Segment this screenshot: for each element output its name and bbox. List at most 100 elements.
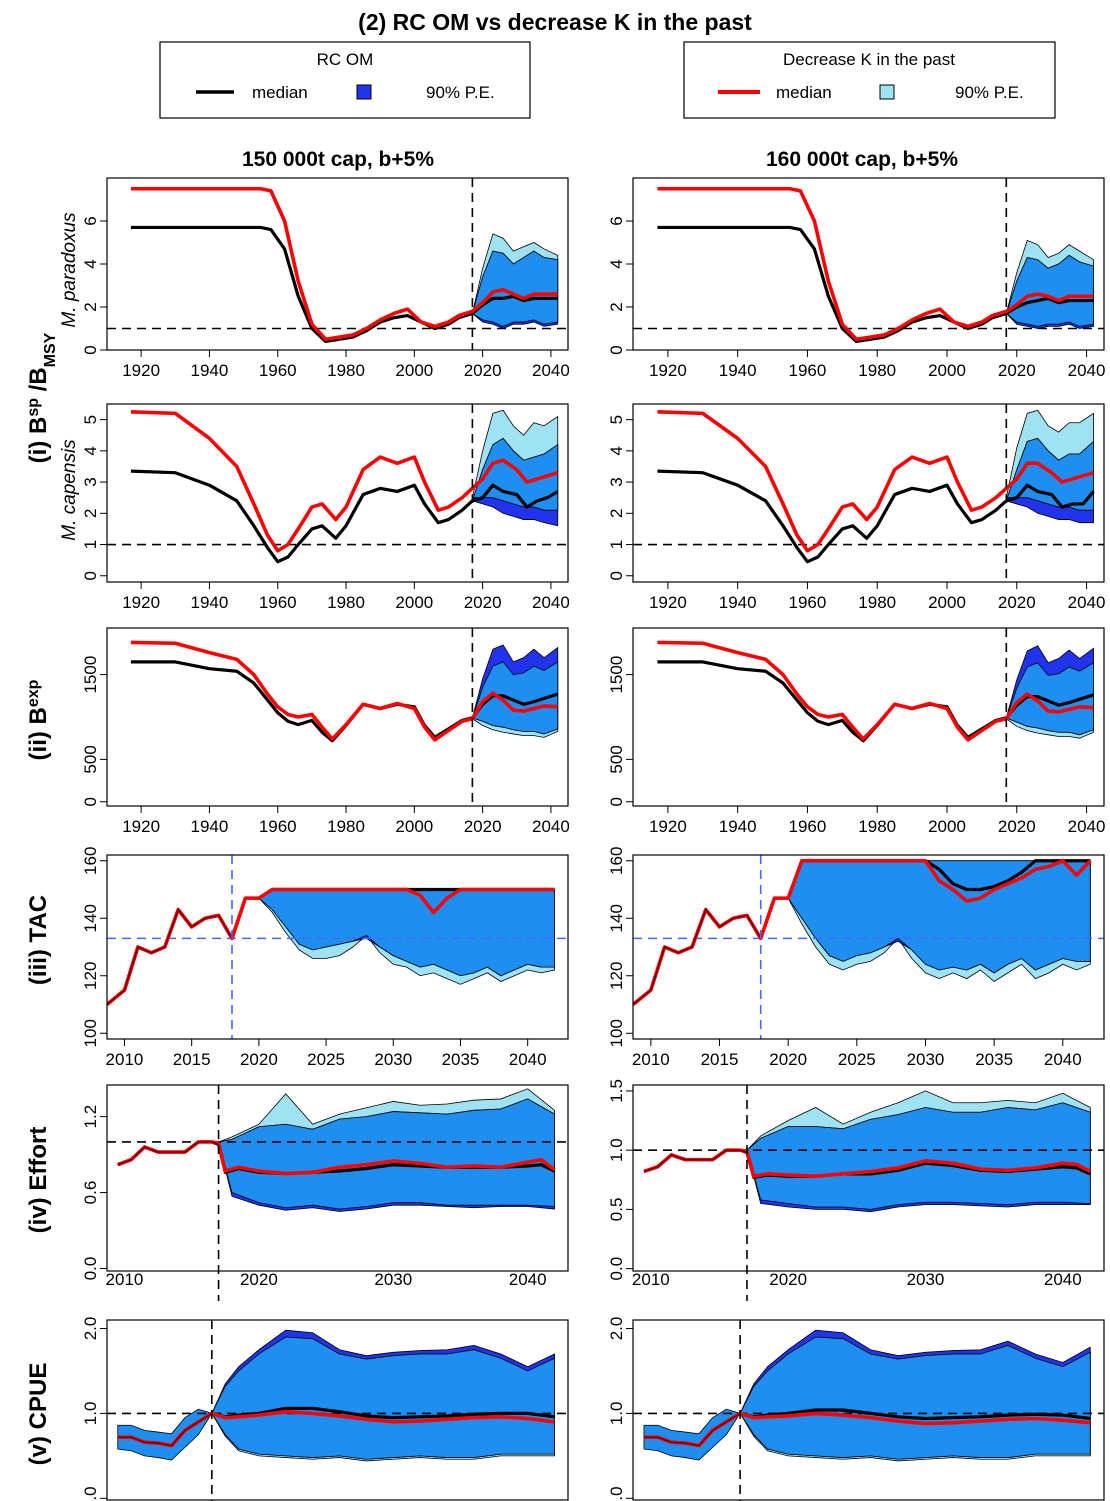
x-tick-label: 2040 [509, 1270, 547, 1289]
y-tick-label: 100 [607, 1019, 626, 1047]
median-line-rc-om [657, 225, 1094, 343]
median-line-decrease-k [130, 186, 558, 342]
y-tick-label: 0.0 [81, 1257, 100, 1281]
median-line-history [643, 1149, 748, 1173]
panel-frame [106, 403, 569, 583]
median-line-decrease-k [657, 186, 1094, 342]
plot-area [130, 640, 559, 743]
x-tick-label: 1960 [259, 361, 297, 380]
x-tick-label: 1980 [327, 361, 365, 380]
plot-area [633, 858, 1104, 1006]
row-label-bexp-sup: exp [25, 679, 42, 707]
row-label-effort: (iv) Effort [25, 1127, 52, 1234]
x-tick-label: 1940 [719, 361, 757, 380]
panel-cpue-160: 2010 2020 2030 2040 0.0 1.0 2.0 [607, 1317, 1105, 1501]
legend-dk-band-label: 90% P.E. [955, 83, 1024, 102]
panel-frame [632, 403, 1105, 583]
median-line-history [643, 1412, 741, 1447]
x-tick-label: 2040 [1068, 361, 1106, 380]
y-tick-label: 5 [607, 415, 626, 424]
plot-area [633, 1329, 1104, 1462]
band-overlap [471, 437, 559, 511]
y-tick-label: 4 [607, 259, 626, 268]
y-tick-label: 4 [607, 446, 626, 455]
legend-dk-title: Decrease K in the past [783, 50, 955, 69]
x-tick-label: 2010 [632, 1050, 670, 1069]
panel-frame [106, 627, 569, 807]
x-tick-label: 2040 [509, 1050, 547, 1069]
row-label-bsp-mid: /B [25, 367, 52, 398]
x-tick-label: 1960 [789, 817, 827, 836]
panel-bsp-paradoxus-150: 1920 1940 1960 1980 2000 2020 2040 0 2 4 6 [81, 177, 570, 380]
x-tick-label: 2020 [769, 1270, 807, 1289]
panel-tac-150: 2010 2015 2020 2025 2030 2035 2040 100 120 140 160 [81, 847, 569, 1069]
x-tick-label: 1940 [719, 817, 757, 836]
row-label-tac: (iii) TAC [25, 895, 52, 985]
y-tick-label: 0 [607, 345, 626, 354]
x-tick-label: 2010 [632, 1499, 670, 1501]
y-tick-label: 2 [81, 302, 100, 311]
x-tick-label: 1920 [122, 593, 160, 612]
y-tick-label: 1.2 [81, 1105, 100, 1129]
x-tick-label: 2020 [998, 593, 1036, 612]
x-tick-label: 2040 [532, 593, 570, 612]
plot-area [657, 640, 1094, 743]
row-label-bsp-sup: sp [25, 398, 42, 417]
legend-decrease-k: Decrease K in the past median 90% P.E. [683, 41, 1056, 119]
x-tick-label: 2015 [701, 1050, 739, 1069]
y-tick-label: 4 [81, 446, 100, 455]
band-overlap [471, 661, 559, 735]
x-tick-label: 1960 [789, 361, 827, 380]
x-tick-label: 2020 [998, 817, 1036, 836]
row-label-cpue: (v) CPUE [25, 1363, 52, 1466]
y-tick-label: 2.0 [607, 1317, 626, 1341]
band-overlap [746, 1102, 1091, 1210]
panel-bexp-150: 1920 1940 1960 1980 2000 2020 2040 0 500 1500 [81, 627, 570, 836]
plot-area [107, 409, 568, 564]
x-tick-label: 2040 [1068, 817, 1106, 836]
panel-bsp-capensis-160: 1920 1940 1960 1980 2000 2020 2040 0 1 2 3 4 5 [607, 403, 1105, 612]
y-tick-label: 4 [81, 259, 100, 268]
y-tick-label: 0.5 [607, 1198, 626, 1222]
x-tick-label: 2035 [975, 1050, 1013, 1069]
y-tick-label: 1.5 [607, 1079, 626, 1103]
x-tick-label: 2000 [928, 817, 966, 836]
y-tick-label: 100 [81, 1019, 100, 1047]
median-line-rc-om [657, 469, 1095, 564]
legend-rc-median-label: median [252, 83, 308, 102]
band-overlap [1005, 437, 1094, 511]
x-tick-label: 1960 [259, 817, 297, 836]
y-tick-label: 3 [607, 477, 626, 486]
y-tick-label: 2 [607, 302, 626, 311]
x-tick-label: 1960 [259, 593, 297, 612]
band-history [117, 1408, 213, 1461]
legend-rc-band-swatch [356, 84, 372, 100]
x-tick-label: 2040 [1044, 1499, 1082, 1501]
y-tick-label: 1.0 [81, 1402, 100, 1426]
x-tick-label: 2010 [632, 1270, 670, 1289]
band-history [643, 1408, 741, 1461]
plot-area [633, 186, 1104, 343]
legend-rc-om: RC OM median 90% P.E. [159, 41, 531, 119]
x-tick-label: 2025 [307, 1050, 345, 1069]
x-tick-label: 2040 [509, 1499, 547, 1501]
y-tick-label: 0 [81, 571, 100, 580]
x-tick-label: 2010 [106, 1270, 144, 1289]
x-tick-label: 2000 [395, 817, 433, 836]
x-tick-label: 2040 [532, 817, 570, 836]
y-tick-label: 1 [607, 540, 626, 549]
x-tick-label: 1920 [649, 593, 687, 612]
x-tick-label: 2000 [928, 361, 966, 380]
y-tick-label: 160 [607, 847, 626, 875]
y-tick-label: 1.0 [607, 1402, 626, 1426]
x-tick-label: 1920 [649, 817, 687, 836]
y-tick-label: 0.0 [607, 1257, 626, 1281]
x-tick-label: 2020 [240, 1050, 278, 1069]
x-tick-label: 2015 [173, 1050, 211, 1069]
x-tick-label: 1980 [327, 817, 365, 836]
y-tick-label: 3 [81, 477, 100, 486]
x-tick-label: 2000 [395, 593, 433, 612]
legend-rc-title: RC OM [317, 50, 374, 69]
plot-area [107, 1329, 568, 1462]
y-tick-label: 0 [81, 797, 100, 806]
